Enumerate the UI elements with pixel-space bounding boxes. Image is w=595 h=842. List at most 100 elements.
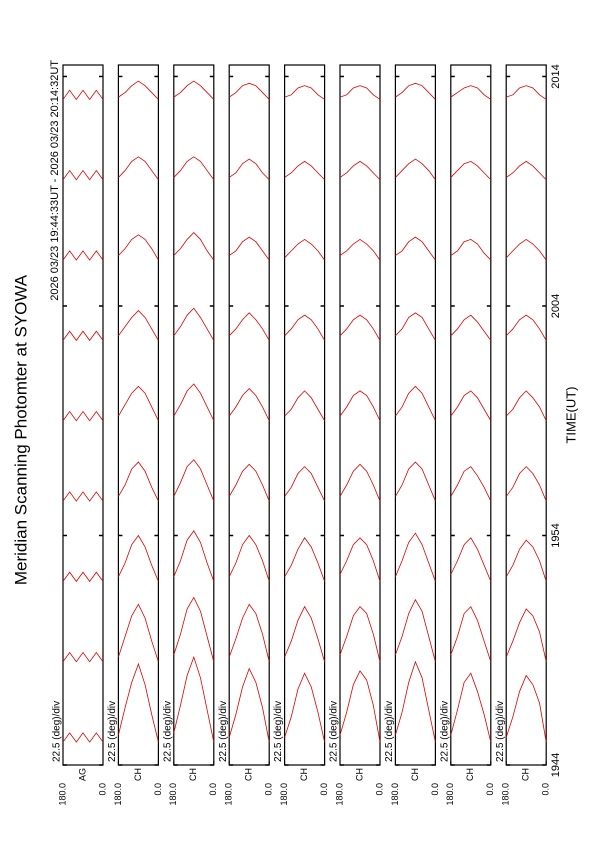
panel-frame	[505, 64, 547, 766]
scan-trace	[173, 655, 215, 743]
y-tick-label: 180.0	[57, 783, 67, 806]
y-tick-label: 0.0	[97, 783, 107, 796]
scan-trace	[228, 312, 270, 341]
scan-trace	[118, 80, 159, 100]
y-tick-label: 0.0	[208, 783, 218, 796]
scan-trace	[118, 234, 159, 261]
scan-trace	[284, 314, 325, 341]
scan-trace	[173, 530, 215, 582]
y-tick-label: 180.0	[113, 783, 123, 806]
y-tick-label: 180.0	[445, 783, 455, 806]
scan-trace	[62, 89, 104, 101]
panel-frame	[339, 64, 381, 766]
scan-trace	[228, 236, 270, 261]
y-tick-label: 180.0	[334, 783, 344, 806]
scan-trace	[173, 307, 215, 341]
scan-trace	[505, 466, 547, 502]
scan-trace	[450, 466, 492, 502]
scan-trace	[450, 314, 492, 341]
scan-trace	[339, 390, 381, 421]
y-tick-label: 0.0	[485, 783, 495, 796]
panel-label: 22.5 (deg)/div	[384, 701, 395, 762]
scan-trace	[505, 539, 547, 582]
scan-trace	[339, 606, 381, 662]
panel-label: 22.5 (deg)/div	[52, 701, 63, 762]
channel-label: CH	[465, 768, 475, 781]
scan-trace	[505, 238, 547, 261]
channel-label: CH	[521, 768, 531, 781]
scan-trace	[173, 459, 215, 502]
x-tick-label: 2014	[550, 64, 562, 88]
scan-trace	[62, 491, 104, 502]
scan-trace	[395, 82, 436, 100]
scan-trace	[339, 670, 381, 743]
x-tick-label: 1944	[550, 753, 562, 777]
scan-trace	[62, 169, 104, 181]
scan-trace	[395, 158, 436, 180]
channel-label: CH	[188, 768, 198, 781]
scan-trace	[505, 160, 547, 181]
panel-frame	[284, 64, 326, 766]
panel-frame	[62, 64, 104, 766]
scan-trace	[228, 667, 270, 743]
panel-label: 22.5 (deg)/div	[439, 701, 450, 762]
scan-trace	[118, 385, 159, 421]
y-tick-label: 0.0	[153, 783, 163, 796]
y-tick-label: 180.0	[168, 783, 178, 806]
scan-trace	[395, 532, 436, 582]
scan-trace	[228, 388, 270, 421]
scan-trace	[173, 383, 215, 421]
y-tick-label: 0.0	[541, 783, 551, 796]
scan-trace	[339, 238, 381, 261]
scan-trace	[284, 466, 325, 502]
scan-trace	[228, 603, 270, 662]
scan-trace	[505, 390, 547, 421]
scan-trace	[62, 732, 104, 743]
scan-trace	[450, 85, 492, 100]
panel-label: 22.5 (deg)/div	[273, 701, 284, 762]
scan-trace	[118, 309, 159, 341]
scan-trace	[505, 608, 547, 662]
y-tick-label: 0.0	[319, 783, 329, 796]
scan-trace	[395, 660, 436, 743]
panel-frame	[173, 64, 215, 766]
panel-label: 22.5 (deg)/div	[218, 701, 229, 762]
y-tick-label: 0.0	[374, 783, 384, 796]
channel-label: CH	[133, 768, 143, 781]
y-tick-label: 0.0	[430, 783, 440, 796]
scan-trace	[228, 82, 270, 100]
scan-trace	[450, 238, 492, 261]
panel-frame	[450, 64, 492, 766]
scan-trace	[118, 156, 159, 180]
y-tick-label: 180.0	[224, 783, 234, 806]
channel-label: CH	[299, 768, 309, 781]
scan-trace	[228, 158, 270, 181]
scan-trace	[284, 160, 325, 181]
scan-trace	[284, 390, 325, 421]
y-tick-label: 0.0	[264, 783, 274, 796]
channel-label: CH	[354, 768, 364, 781]
scan-trace	[505, 314, 547, 341]
scan-trace	[339, 160, 381, 181]
y-tick-label: 180.0	[501, 783, 511, 806]
scan-trace	[173, 596, 215, 662]
scan-trace	[395, 385, 436, 421]
scan-trace	[395, 598, 436, 662]
panel-frame	[228, 64, 270, 766]
panel-frame	[394, 64, 436, 766]
scan-trace	[118, 534, 159, 582]
scan-trace	[284, 672, 325, 743]
channel-label: AG	[77, 768, 87, 781]
scan-trace	[506, 85, 547, 100]
scan-trace	[339, 463, 381, 502]
scan-trace	[339, 537, 381, 582]
scan-trace	[118, 662, 159, 743]
channel-label: CH	[410, 768, 420, 781]
x-axis-label: TIME(UT)	[563, 386, 578, 443]
scan-trace	[173, 80, 215, 100]
scan-trace	[284, 605, 325, 662]
y-tick-label: 180.0	[279, 783, 289, 806]
panel-label: 22.5 (deg)/div	[107, 701, 118, 762]
x-tick-label: 1954	[550, 523, 562, 547]
